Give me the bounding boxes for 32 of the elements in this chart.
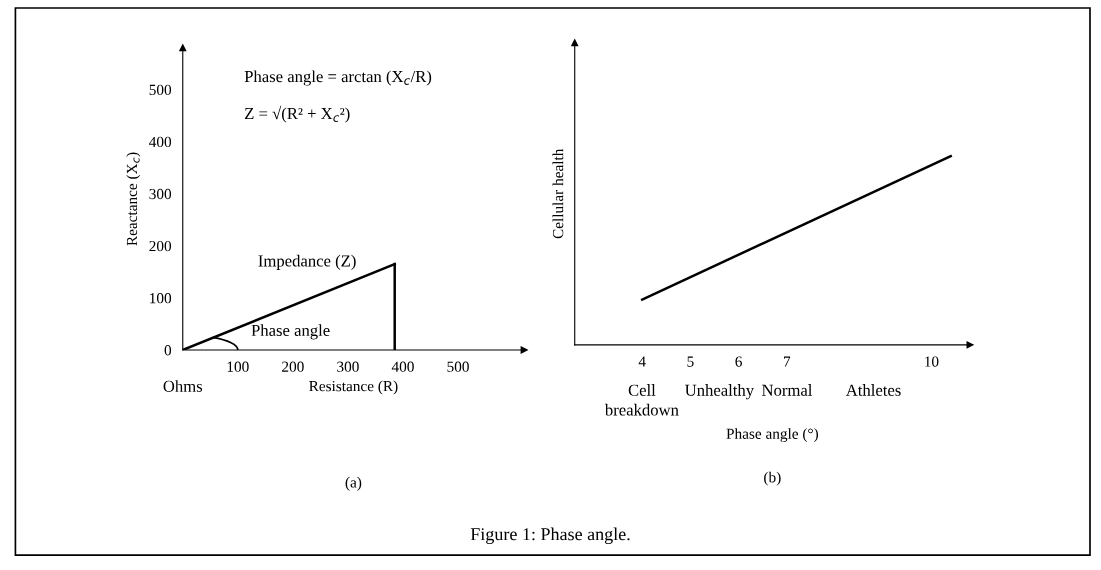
caption: Figure 1: Phase angle.	[470, 527, 630, 545]
x-axis-title: Phase angle (°)	[726, 428, 819, 443]
text: Unhealthy	[685, 384, 755, 400]
annotation: Phase angle = arctan (X$_{c}$/R)	[244, 70, 432, 86]
annotation: Z = √(R² + X$_{c}$²)	[245, 105, 350, 123]
x-tick-label: 6	[735, 356, 742, 367]
text: (b)	[764, 471, 781, 486]
y-tick-label: 100	[150, 293, 172, 304]
x-tick-label: 500	[447, 361, 469, 372]
y-tick-label: 500	[149, 84, 172, 95]
annotation: Impedance (Z)	[258, 254, 356, 270]
text: Cell breakdown	[604, 384, 679, 416]
x-tick-label: 100	[227, 361, 249, 372]
annotation: Phase angle	[251, 324, 330, 340]
x-tick-label: 7	[784, 356, 791, 367]
x-tick-label: 300	[337, 361, 359, 372]
text: Athletes	[845, 384, 901, 396]
y-tick-label: 0	[164, 345, 172, 356]
text: Normal	[762, 384, 813, 396]
y-tick-label: 200	[149, 240, 172, 252]
y-axis-title: Cellular health	[552, 148, 564, 239]
x-tick-label: 10	[925, 356, 939, 367]
text: Ohms	[163, 380, 203, 392]
y-tick-label: 400	[149, 136, 172, 148]
x-tick-label: 4	[638, 356, 646, 367]
x-tick-label: 5	[687, 356, 694, 367]
x-axis-title: Resistance (R)	[309, 380, 398, 395]
x-tick-label: 200	[282, 361, 304, 372]
x-tick-label: 400	[391, 361, 414, 372]
y-tick-label: 300	[149, 188, 172, 200]
text: (a)	[345, 476, 362, 491]
y-axis-title: Reactance (X$_{c}$)	[126, 152, 141, 246]
